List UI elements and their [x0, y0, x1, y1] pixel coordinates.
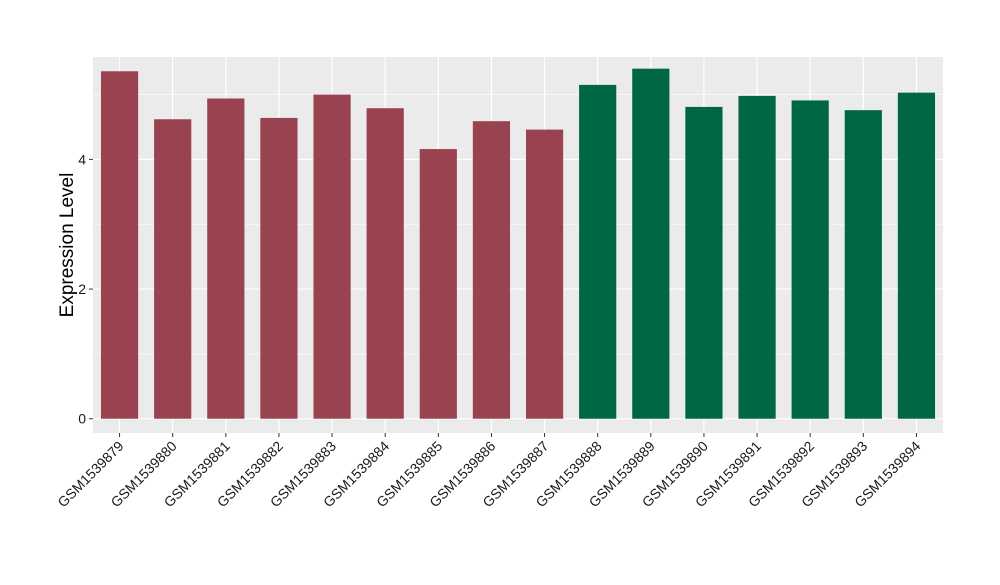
y-tick-label: 0 [78, 411, 86, 427]
x-axis: GSM1539879GSM1539880GSM1539881GSM1539882… [54, 433, 924, 510]
bar-GSM1539883 [313, 94, 351, 419]
bar-GSM1539885 [419, 149, 457, 419]
bar-GSM1539881 [207, 98, 245, 419]
bar-GSM1539884 [366, 108, 404, 419]
bar-GSM1539880 [154, 119, 192, 419]
bar-GSM1539879 [100, 71, 139, 419]
bar-GSM1539893 [844, 110, 882, 419]
bar-GSM1539890 [685, 106, 723, 419]
bar-GSM1539889 [632, 68, 670, 419]
bar-GSM1539886 [472, 121, 511, 419]
bar-GSM1539888 [579, 84, 617, 419]
bar-GSM1539894 [897, 92, 936, 419]
bars [100, 68, 936, 419]
y-tick-label: 2 [78, 281, 86, 297]
bar-GSM1539887 [525, 129, 564, 419]
y-tick-label: 4 [78, 151, 86, 167]
y-axis: 0 2 4 [78, 151, 93, 427]
bar-GSM1539891 [738, 95, 776, 419]
bar-GSM1539882 [260, 117, 298, 419]
y-axis-title: Expression Level [57, 173, 78, 318]
bar-GSM1539892 [791, 100, 829, 419]
